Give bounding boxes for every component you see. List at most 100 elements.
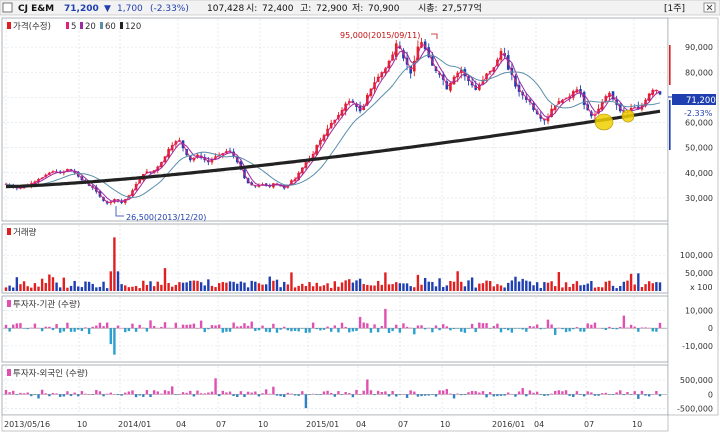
foreign-bar: [171, 386, 174, 395]
volume-bar: [286, 284, 290, 291]
current-price-tag: 71,200 -2.33%: [668, 45, 716, 150]
institution-tick-label: 10,000: [685, 307, 713, 316]
volume-bar: [246, 287, 250, 291]
ma5-legend: 5: [71, 22, 76, 32]
volume-bar: [503, 287, 506, 291]
institution-bar: [402, 323, 405, 329]
institution-bar: [4, 324, 8, 329]
change-arrow: ▼: [104, 4, 111, 14]
institution-bar: [95, 325, 98, 329]
foreign-bar: [503, 394, 506, 396]
institution-bar: [293, 328, 297, 331]
volume-bar: [525, 280, 528, 291]
volume-bar: [423, 277, 427, 291]
institution-bar: [582, 328, 586, 332]
price-change: 1,700: [117, 4, 143, 14]
institution-bar: [87, 328, 91, 335]
institution-bar: [561, 328, 564, 330]
volume-bar: [257, 283, 261, 291]
foreign-panel: [1, 364, 669, 416]
mcap-label: 시총:: [418, 3, 438, 14]
ma5-line: [5, 43, 661, 203]
foreign-bar: [528, 390, 532, 395]
volume-bar: [373, 285, 376, 291]
x-tick-label: 10: [77, 420, 87, 429]
institution-bar: [348, 328, 351, 333]
volume-bar: [391, 284, 394, 291]
institution-bar: [449, 328, 452, 331]
institution-bar: [311, 322, 315, 329]
institution-bar: [568, 328, 571, 332]
institution-bar: [409, 327, 412, 329]
volume-bar: [532, 285, 535, 291]
foreign-bar: [442, 390, 445, 395]
foreign-bar: [4, 389, 8, 395]
foreign-bar: [217, 394, 221, 397]
foreign-bar: [185, 392, 188, 395]
volume-bar: [539, 288, 542, 291]
volume-bar: [644, 284, 647, 291]
min-price-marker: [115, 206, 124, 217]
period-selector[interactable]: [1주]: [664, 3, 685, 14]
foreign-tick-label: 500,000: [680, 376, 713, 385]
volume-bar: [26, 286, 29, 291]
volume-bar: [431, 281, 434, 291]
institution-bar: [467, 328, 470, 329]
foreign-bar: [452, 394, 456, 399]
institution-bar: [626, 327, 629, 329]
volume-bar: [326, 283, 329, 291]
x-tick-label: 04: [356, 420, 366, 429]
volume-bar: [91, 283, 94, 291]
volume-bar: [221, 282, 224, 291]
x-axis-area: [1, 414, 669, 432]
institution-bar: [246, 325, 250, 329]
foreign-bar: [189, 390, 192, 395]
volume-bar: [333, 281, 337, 291]
foreign-bar: [593, 394, 597, 396]
price-tick-label: 30,000: [685, 194, 713, 203]
candle-body: [445, 81, 449, 90]
volume-bar: [199, 282, 203, 291]
institution-bar: [221, 328, 224, 333]
institution-bar: [633, 326, 636, 329]
volume-bar: [40, 278, 44, 291]
foreign-bar: [66, 391, 69, 395]
volume-bar: [521, 278, 524, 291]
x-tick-label: 2016/01: [492, 420, 525, 429]
volume-bar: [467, 280, 470, 291]
open-label: 시:: [246, 3, 257, 14]
foreign-bar: [127, 391, 131, 395]
foreign-bar: [214, 378, 217, 395]
volume-tick-label: 50,000: [685, 269, 713, 278]
volume-bar: [517, 281, 521, 291]
institution-bar: [615, 328, 618, 330]
volume-bar: [127, 287, 131, 291]
institution-bar: [326, 326, 329, 329]
institution-bar: [77, 328, 80, 330]
foreign-bar: [228, 391, 232, 395]
foreign-bar: [84, 393, 87, 395]
volume-bar: [243, 282, 246, 291]
institution-bar: [163, 322, 167, 329]
volume-bar: [456, 271, 459, 291]
open-value: 72,400: [262, 4, 294, 14]
foreign-bar: [232, 394, 235, 396]
institution-bar: [232, 322, 235, 329]
institution-bar: [463, 328, 467, 333]
foreign-bar: [26, 392, 29, 395]
foreign-bar: [73, 392, 76, 395]
volume-series: [4, 237, 662, 291]
foreign-bar: [156, 391, 159, 395]
foreign-bar: [373, 394, 376, 396]
institution-bar: [434, 325, 438, 329]
institution-bar: [546, 319, 550, 329]
foreign-bar: [582, 394, 586, 397]
volume-bar: [492, 286, 495, 291]
menu-icon[interactable]: [2, 2, 13, 13]
foreign-bar: [333, 394, 337, 397]
candle-body: [561, 99, 564, 103]
institution-bar: [525, 328, 528, 332]
ma120-legend: 120: [125, 22, 141, 32]
foreign-bar: [145, 390, 149, 395]
